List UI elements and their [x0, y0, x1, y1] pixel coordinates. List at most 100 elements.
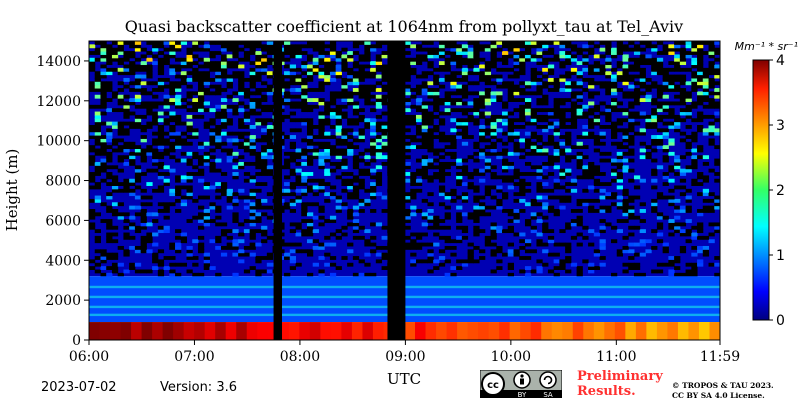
backscatter-cell: [134, 77, 142, 82]
backscatter-cell: [341, 161, 348, 166]
backscatter-cell: [570, 209, 578, 213]
near-surface-cell: [278, 322, 290, 340]
backscatter-cell: [656, 88, 664, 92]
backscatter-cell: [685, 91, 692, 96]
backscatter-cell: [370, 209, 377, 213]
backscatter-cell: [197, 64, 205, 69]
near-surface-cell: [194, 322, 206, 340]
backscatter-cell: [415, 242, 423, 247]
backscatter-cell: [467, 41, 474, 45]
backscatter-cell: [639, 98, 646, 102]
backscatter-cell: [616, 151, 623, 156]
backscatter-cell: [284, 57, 291, 62]
backscatter-cell: [668, 188, 675, 193]
backscatter-cell: [209, 219, 216, 223]
backscatter-cell: [702, 245, 710, 250]
backscatter-cell: [289, 198, 297, 203]
backscatter-cell: [599, 229, 606, 234]
backscatter-cell: [461, 77, 469, 82]
backscatter-cell: [232, 198, 239, 203]
backscatter-cell: [473, 118, 480, 123]
backscatter-cell: [484, 44, 492, 49]
backscatter-cell: [370, 138, 377, 143]
backscatter-cell: [381, 209, 388, 213]
backscatter-cell: [524, 131, 532, 136]
backscatter-cell: [106, 151, 113, 156]
backscatter-cell: [421, 74, 428, 79]
backscatter-cell: [513, 98, 520, 102]
backscatter-cell: [415, 172, 423, 176]
backscatter-cell: [347, 141, 354, 146]
backscatter-cell: [175, 188, 182, 193]
backscatter-cell: [524, 151, 532, 156]
backscatter-cell: [674, 259, 681, 264]
backscatter-cell: [111, 178, 119, 183]
backscatter-cell: [123, 77, 130, 82]
backscatter-cell: [599, 219, 606, 223]
backscatter-cell: [232, 215, 239, 220]
backscatter-cell: [169, 44, 176, 49]
backscatter-cell: [134, 121, 142, 126]
backscatter-cell: [226, 195, 233, 200]
backscatter-cell: [714, 256, 720, 260]
backscatter-cell: [467, 249, 474, 254]
backscatter-cell: [461, 212, 469, 217]
backscatter-cell: [347, 215, 354, 220]
backscatter-cell: [450, 71, 457, 76]
backscatter-cell: [536, 51, 543, 55]
backscatter-cell: [347, 128, 354, 133]
backscatter-cell: [456, 98, 463, 102]
backscatter-cell: [473, 111, 480, 116]
backscatter-cell: [255, 198, 262, 203]
backscatter-cell: [375, 245, 383, 250]
backscatter-cell: [100, 219, 107, 223]
backscatter-cell: [519, 67, 526, 72]
backscatter-cell: [255, 212, 262, 217]
backscatter-cell: [605, 205, 612, 210]
backscatter-cell: [662, 155, 669, 160]
backscatter-cell: [691, 71, 698, 76]
backscatter-cell: [209, 91, 216, 96]
backscatter-cell: [255, 172, 262, 176]
backscatter-cell: [243, 104, 251, 109]
backscatter-cell: [129, 54, 136, 59]
backscatter-cell: [318, 118, 325, 123]
backscatter-cell: [702, 175, 710, 180]
backscatter-cell: [479, 57, 486, 62]
backscatter-cell: [502, 114, 509, 119]
backscatter-cell: [266, 205, 274, 210]
backscatter-cell: [427, 81, 434, 86]
backscatter-cell: [691, 235, 698, 240]
backscatter-cell: [220, 71, 228, 76]
backscatter-cell: [220, 131, 228, 136]
backscatter-cell: [593, 209, 601, 213]
backscatter-cell: [306, 232, 314, 237]
backscatter-cell: [163, 205, 170, 210]
backscatter-cell: [94, 148, 101, 153]
backscatter-cell: [685, 108, 692, 113]
backscatter-cell: [553, 54, 560, 59]
backscatter-cell: [611, 161, 618, 166]
backscatter-cell: [685, 168, 692, 173]
backscatter-cell: [507, 185, 514, 190]
backscatter-cell: [352, 145, 360, 150]
backscatter-cell: [341, 104, 348, 109]
backscatter-cell: [255, 74, 262, 79]
backscatter-cell: [714, 67, 720, 72]
backscatter-cell: [220, 88, 228, 92]
backscatter-cell: [180, 175, 188, 180]
backscatter-cell: [301, 138, 308, 143]
backscatter-cell: [490, 125, 497, 129]
backscatter-cell: [352, 155, 360, 160]
backscatter-cell: [266, 61, 274, 66]
backscatter-cell: [370, 141, 377, 146]
near-surface-cell: [646, 322, 658, 340]
backscatter-cell: [484, 185, 492, 190]
backscatter-cell: [576, 155, 583, 160]
backscatter-cell: [697, 118, 704, 123]
backscatter-cell: [295, 67, 302, 72]
backscatter-cell: [152, 232, 159, 237]
backscatter-cell: [324, 74, 331, 79]
backscatter-cell: [691, 77, 698, 82]
backscatter-cell: [341, 47, 348, 52]
